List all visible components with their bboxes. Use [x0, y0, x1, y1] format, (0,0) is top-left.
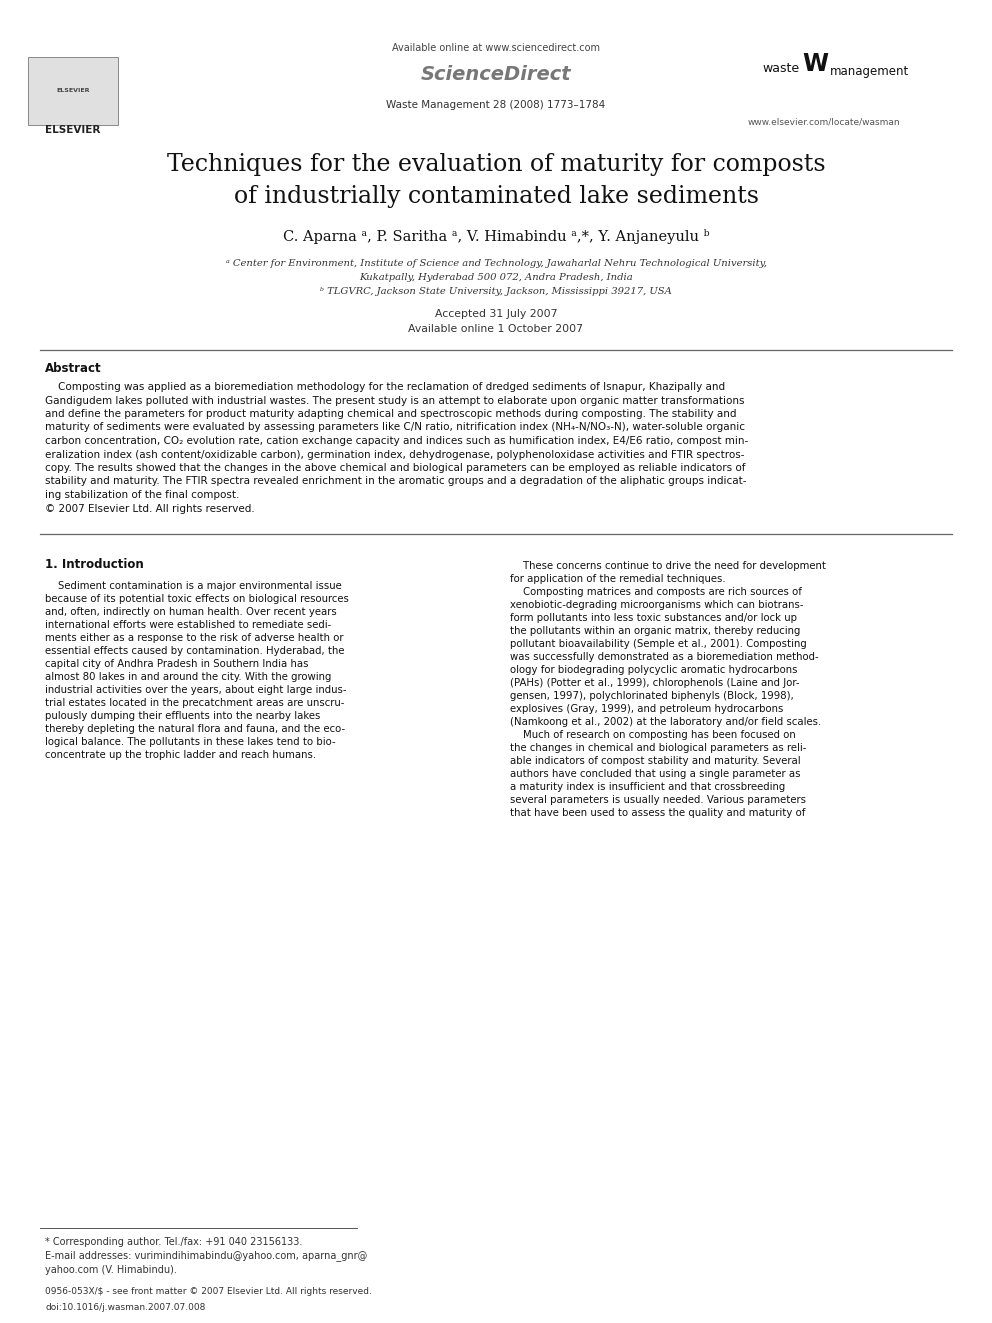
Text: trial estates located in the precatchment areas are unscru-: trial estates located in the precatchmen…: [45, 699, 344, 708]
Text: pollutant bioavailability (Semple et al., 2001). Composting: pollutant bioavailability (Semple et al.…: [510, 639, 806, 650]
Text: explosives (Gray, 1999), and petroleum hydrocarbons: explosives (Gray, 1999), and petroleum h…: [510, 704, 784, 714]
Text: doi:10.1016/j.wasman.2007.07.008: doi:10.1016/j.wasman.2007.07.008: [45, 1303, 205, 1311]
Text: was successfully demonstrated as a bioremediation method-: was successfully demonstrated as a biore…: [510, 652, 818, 662]
Text: Abstract: Abstract: [45, 363, 101, 376]
Text: gensen, 1997), polychlorinated biphenyls (Block, 1998),: gensen, 1997), polychlorinated biphenyls…: [510, 691, 794, 701]
Text: capital city of Andhra Pradesh in Southern India has: capital city of Andhra Pradesh in Southe…: [45, 659, 309, 669]
Text: and, often, indirectly on human health. Over recent years: and, often, indirectly on human health. …: [45, 607, 336, 617]
Text: Composting was applied as a bioremediation methodology for the reclamation of dr: Composting was applied as a bioremediati…: [45, 382, 725, 392]
Text: carbon concentration, CO₂ evolution rate, cation exchange capacity and indices s: carbon concentration, CO₂ evolution rate…: [45, 437, 748, 446]
Text: a maturity index is insufficient and that crossbreeding: a maturity index is insufficient and tha…: [510, 782, 786, 792]
Text: form pollutants into less toxic substances and/or lock up: form pollutants into less toxic substanc…: [510, 613, 797, 623]
Text: © 2007 Elsevier Ltd. All rights reserved.: © 2007 Elsevier Ltd. All rights reserved…: [45, 504, 255, 513]
FancyBboxPatch shape: [28, 57, 118, 124]
Text: Gandigudem lakes polluted with industrial wastes. The present study is an attemp: Gandigudem lakes polluted with industria…: [45, 396, 745, 406]
Text: because of its potential toxic effects on biological resources: because of its potential toxic effects o…: [45, 594, 349, 605]
Text: logical balance. The pollutants in these lakes tend to bio-: logical balance. The pollutants in these…: [45, 737, 335, 747]
Text: 0956-053X/$ - see front matter © 2007 Elsevier Ltd. All rights reserved.: 0956-053X/$ - see front matter © 2007 El…: [45, 1287, 372, 1297]
Text: thereby depleting the natural flora and fauna, and the eco-: thereby depleting the natural flora and …: [45, 724, 345, 734]
Text: * Corresponding author. Tel./fax: +91 040 23156133.: * Corresponding author. Tel./fax: +91 04…: [45, 1237, 303, 1248]
Text: the pollutants within an organic matrix, thereby reducing: the pollutants within an organic matrix,…: [510, 626, 801, 636]
Text: pulously dumping their effluents into the nearby lakes: pulously dumping their effluents into th…: [45, 710, 320, 721]
Text: waste: waste: [763, 61, 800, 74]
Text: several parameters is usually needed. Various parameters: several parameters is usually needed. Va…: [510, 795, 806, 804]
Text: Kukatpally, Hyderabad 500 072, Andra Pradesh, India: Kukatpally, Hyderabad 500 072, Andra Pra…: [359, 273, 633, 282]
Text: and define the parameters for product maturity adapting chemical and spectroscop: and define the parameters for product ma…: [45, 409, 736, 419]
Text: ScienceDirect: ScienceDirect: [421, 66, 571, 85]
Text: international efforts were established to remediate sedi-: international efforts were established t…: [45, 620, 331, 630]
Text: www.elsevier.com/locate/wasman: www.elsevier.com/locate/wasman: [747, 118, 900, 127]
Text: concentrate up the trophic ladder and reach humans.: concentrate up the trophic ladder and re…: [45, 750, 316, 759]
Text: Available online at www.sciencedirect.com: Available online at www.sciencedirect.co…: [392, 44, 600, 53]
Text: C. Aparna ᵃ, P. Saritha ᵃ, V. Himabindu ᵃ,*, Y. Anjaneyulu ᵇ: C. Aparna ᵃ, P. Saritha ᵃ, V. Himabindu …: [283, 229, 709, 245]
Text: almost 80 lakes in and around the city. With the growing: almost 80 lakes in and around the city. …: [45, 672, 331, 681]
Text: (PAHs) (Potter et al., 1999), chlorophenols (Laine and Jor-: (PAHs) (Potter et al., 1999), chlorophen…: [510, 677, 800, 688]
Text: ments either as a response to the risk of adverse health or: ments either as a response to the risk o…: [45, 632, 343, 643]
Text: able indicators of compost stability and maturity. Several: able indicators of compost stability and…: [510, 755, 801, 766]
Text: ELSEVIER: ELSEVIER: [57, 87, 89, 93]
Text: that have been used to assess the quality and maturity of: that have been used to assess the qualit…: [510, 808, 806, 818]
Text: ᵃ Center for Environment, Institute of Science and Technology, Jawaharlal Nehru : ᵃ Center for Environment, Institute of S…: [225, 258, 767, 267]
Text: Accepted 31 July 2007: Accepted 31 July 2007: [434, 310, 558, 319]
Text: (Namkoong et al., 2002) at the laboratory and/or field scales.: (Namkoong et al., 2002) at the laborator…: [510, 717, 821, 728]
Text: copy. The results showed that the changes in the above chemical and biological p: copy. The results showed that the change…: [45, 463, 746, 474]
Text: of industrially contaminated lake sediments: of industrially contaminated lake sedime…: [233, 184, 759, 208]
Text: stability and maturity. The FTIR spectra revealed enrichment in the aromatic gro: stability and maturity. The FTIR spectra…: [45, 476, 747, 487]
Text: yahoo.com (V. Himabindu).: yahoo.com (V. Himabindu).: [45, 1265, 177, 1275]
Text: ELSEVIER: ELSEVIER: [46, 124, 100, 135]
Text: Composting matrices and composts are rich sources of: Composting matrices and composts are ric…: [510, 587, 802, 597]
Text: maturity of sediments were evaluated by assessing parameters like C/N ratio, nit: maturity of sediments were evaluated by …: [45, 422, 745, 433]
Text: the changes in chemical and biological parameters as reli-: the changes in chemical and biological p…: [510, 744, 806, 753]
Text: essential effects caused by contamination. Hyderabad, the: essential effects caused by contaminatio…: [45, 646, 344, 656]
Text: ing stabilization of the final compost.: ing stabilization of the final compost.: [45, 490, 239, 500]
Text: Waste Management 28 (2008) 1773–1784: Waste Management 28 (2008) 1773–1784: [386, 101, 606, 110]
Text: xenobiotic-degrading microorganisms which can biotrans-: xenobiotic-degrading microorganisms whic…: [510, 601, 804, 610]
Text: eralization index (ash content/oxidizable carbon), germination index, dehydrogen: eralization index (ash content/oxidizabl…: [45, 450, 745, 459]
Text: industrial activities over the years, about eight large indus-: industrial activities over the years, ab…: [45, 685, 346, 695]
Text: ᵇ TLGVRC, Jackson State University, Jackson, Mississippi 39217, USA: ᵇ TLGVRC, Jackson State University, Jack…: [320, 287, 672, 295]
Text: ology for biodegrading polycyclic aromatic hydrocarbons: ology for biodegrading polycyclic aromat…: [510, 665, 798, 675]
Text: Much of research on composting has been focused on: Much of research on composting has been …: [510, 730, 796, 740]
Text: W: W: [802, 52, 828, 75]
Text: for application of the remedial techniques.: for application of the remedial techniqu…: [510, 574, 725, 583]
Text: management: management: [830, 66, 910, 78]
Text: Sediment contamination is a major environmental issue: Sediment contamination is a major enviro…: [45, 581, 342, 591]
Text: Available online 1 October 2007: Available online 1 October 2007: [409, 324, 583, 333]
Text: Techniques for the evaluation of maturity for composts: Techniques for the evaluation of maturit…: [167, 153, 825, 176]
Text: These concerns continue to drive the need for development: These concerns continue to drive the nee…: [510, 561, 826, 572]
Text: 1. Introduction: 1. Introduction: [45, 557, 144, 570]
Text: E-mail addresses: vurimindihimabindu@yahoo.com, aparna_gnr@: E-mail addresses: vurimindihimabindu@yah…: [45, 1250, 367, 1261]
Text: authors have concluded that using a single parameter as: authors have concluded that using a sing…: [510, 769, 801, 779]
